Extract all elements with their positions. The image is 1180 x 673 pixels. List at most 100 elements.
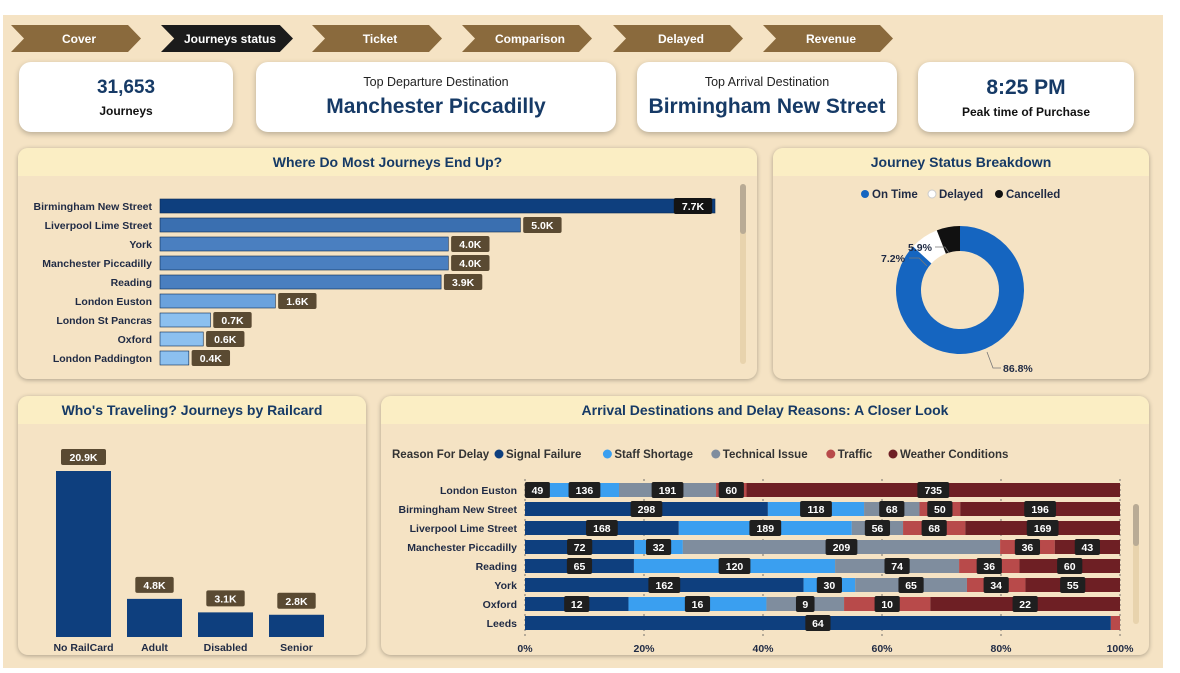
railcard-value-disabled-bg — [206, 590, 245, 607]
dest-bar-birmingham-new-street[interactable] — [159, 198, 716, 214]
dest-bar-liverpool-lime-street[interactable] — [159, 217, 521, 233]
dest-value-london-euston-bg — [278, 293, 317, 309]
delay-value-york-signal-failure: 162 — [656, 580, 674, 592]
delay-value-liverpool-lime-street-technical-issue-bg — [864, 520, 891, 536]
delay-value-york-traffic-bg — [983, 577, 1009, 593]
delay-value-oxford-technical-issue: 9 — [802, 599, 808, 611]
delay-value-york-weather-conditions-bg — [1060, 577, 1086, 593]
delay-value-london-euston-traffic: 60 — [725, 485, 737, 497]
delay-value-oxford-signal-failure-bg — [564, 596, 590, 612]
delay-legend-dot-weather-conditions — [888, 449, 898, 459]
railcard-bar-senior[interactable] — [269, 614, 324, 637]
dest-value-liverpool-lime-street: 5.0K — [531, 220, 554, 232]
dest-value-london-paddington-bg — [191, 350, 231, 366]
status-slice-cancelled[interactable] — [936, 226, 960, 254]
status-legend-cancelled[interactable]: Cancelled — [1006, 189, 1060, 201]
delay-legend-title: Reason For Delay — [392, 449, 490, 461]
tab-delayed[interactable]: Delayed — [613, 25, 743, 52]
delay-value-london-euston-technical-issue-bg — [651, 482, 684, 498]
delay-value-birmingham-new-street-staff-shortage-bg — [800, 501, 832, 517]
destinations-panel: Where Do Most Journeys End Up? Birmingha… — [18, 148, 757, 379]
delay-value-oxford-technical-issue-bg — [795, 596, 815, 612]
status-legend-delayed[interactable]: Delayed — [939, 189, 983, 201]
delay-value-reading-traffic-bg — [976, 558, 1002, 574]
railcard-bar-adult[interactable] — [127, 598, 182, 637]
kpi-peak-time-value: 8:25 PM — [986, 75, 1066, 99]
delay-value-oxford-weather-conditions-bg — [1012, 596, 1038, 612]
delay-legend-technical-issue[interactable]: Technical Issue — [723, 449, 808, 461]
status-legend-on-time[interactable]: On Time — [872, 189, 918, 201]
delay-stacked-chart: Reason For Delay Signal Failure Staff Shor… — [392, 449, 1139, 655]
delay-legend-traffic[interactable]: Traffic — [838, 449, 873, 461]
delay-value-london-euston-signal-failure-bg — [524, 482, 551, 498]
dest-value-london-euston: 1.6K — [286, 296, 309, 308]
delay-value-oxford-traffic: 10 — [881, 599, 893, 611]
kpi-top-departure-card: Top Departure Destination Manchester Pic… — [256, 62, 616, 132]
delay-legend-weather-conditions[interactable]: Weather Conditions — [900, 449, 1008, 461]
railcard-bar-no-railcard[interactable] — [56, 471, 111, 637]
dest-bar-reading[interactable] — [159, 274, 442, 290]
status-leader-delayed — [909, 257, 928, 267]
tab-ticket[interactable]: Ticket — [312, 25, 442, 52]
delay-tick-100: 100% — [1107, 643, 1135, 655]
dest-label-york: York — [129, 239, 152, 251]
status-slice-on-time[interactable] — [896, 226, 1024, 354]
delay-seg-leeds-traffic[interactable] — [1110, 616, 1120, 630]
dest-label-london-euston: London Euston — [75, 296, 152, 308]
dest-label-london-paddington: London Paddington — [53, 353, 152, 365]
delay-value-liverpool-lime-street-staff-shortage-bg — [749, 520, 782, 536]
delay-value-manchester-piccadilly-traffic-bg — [1014, 539, 1041, 555]
delay-value-manchester-piccadilly-staff-shortage-bg — [645, 539, 672, 555]
delay-value-london-euston-weather-conditions: 735 — [925, 485, 943, 497]
status-slice-delayed[interactable] — [913, 230, 946, 264]
dest-bar-york[interactable] — [159, 236, 449, 252]
delay-value-manchester-piccadilly-traffic: 36 — [1022, 542, 1034, 554]
delay-label-liverpool-lime-street: Liverpool Lime Street — [410, 523, 518, 535]
railcard-label-disabled: Disabled — [204, 642, 248, 654]
tab-journeys-status[interactable]: Journeys status — [161, 25, 293, 52]
kpi-top-departure-title: Top Departure Destination — [363, 75, 509, 89]
destinations-bar-chart: Birmingham New Street 7.7K Liverpool Lime … — [34, 184, 746, 366]
railcard-label-no-railcard: No RailCard — [53, 642, 113, 654]
delay-label-manchester-piccadilly: Manchester Piccadilly — [407, 542, 517, 554]
delay-tick-80: 80% — [990, 643, 1012, 655]
delay-label-oxford: Oxford — [483, 599, 517, 611]
kpi-top-departure-value: Manchester Piccadilly — [326, 95, 546, 118]
dest-value-london-st-pancras-bg — [213, 312, 252, 328]
delay-label-reading: Reading — [476, 561, 517, 573]
railcard-bar-disabled[interactable] — [198, 612, 253, 637]
tab-comparison[interactable]: Comparison — [462, 25, 592, 52]
kpi-top-arrival-value: Birmingham New Street — [648, 95, 886, 118]
tab-cover-label: Cover — [61, 31, 96, 46]
delay-scroll-thumb[interactable] — [1133, 504, 1139, 546]
delay-value-oxford-staff-shortage: 16 — [692, 599, 704, 611]
dest-bar-london-paddington[interactable] — [159, 350, 190, 366]
delay-value-liverpool-lime-street-signal-failure: 168 — [593, 523, 611, 535]
delay-label-york: York — [494, 580, 517, 592]
delay-label-london-euston: London Euston — [440, 485, 517, 497]
delay-value-leeds-signal-failure-bg — [805, 615, 831, 631]
delay-value-liverpool-lime-street-weather-conditions-bg — [1026, 520, 1059, 536]
dest-bar-london-euston[interactable] — [159, 293, 276, 309]
railcard-value-disabled: 3.1K — [214, 593, 237, 605]
dest-label-manchester-piccadilly: Manchester Piccadilly — [42, 258, 152, 270]
tab-cover[interactable]: Cover — [11, 25, 141, 52]
tab-ticket-label: Ticket — [362, 31, 398, 46]
dest-bar-london-st-pancras[interactable] — [159, 312, 211, 328]
delay-value-reading-weather-conditions: 60 — [1064, 561, 1076, 573]
delay-legend-signal-failure[interactable]: Signal Failure — [506, 449, 581, 461]
delay-value-manchester-piccadilly-signal-failure-bg — [567, 539, 593, 555]
tab-revenue[interactable]: Revenue — [763, 25, 893, 52]
railcard-value-no-railcard-bg — [61, 449, 106, 465]
delay-value-london-euston-technical-issue: 191 — [659, 485, 677, 497]
dest-bar-oxford[interactable] — [159, 331, 204, 347]
delay-tick-0: 0% — [517, 643, 533, 655]
dest-bar-manchester-piccadilly[interactable] — [159, 255, 449, 271]
delay-value-liverpool-lime-street-signal-failure-bg — [585, 520, 618, 536]
delay-legend-staff-shortage[interactable]: Staff Shortage — [614, 449, 693, 461]
delay-label-birmingham-new-street: Birmingham New Street — [399, 504, 518, 516]
delay-value-manchester-piccadilly-technical-issue-bg — [825, 539, 858, 555]
dest-scroll-thumb[interactable] — [740, 184, 746, 234]
delay-value-london-euston-traffic-bg — [718, 482, 744, 498]
delay-value-york-technical-issue: 65 — [905, 580, 917, 592]
